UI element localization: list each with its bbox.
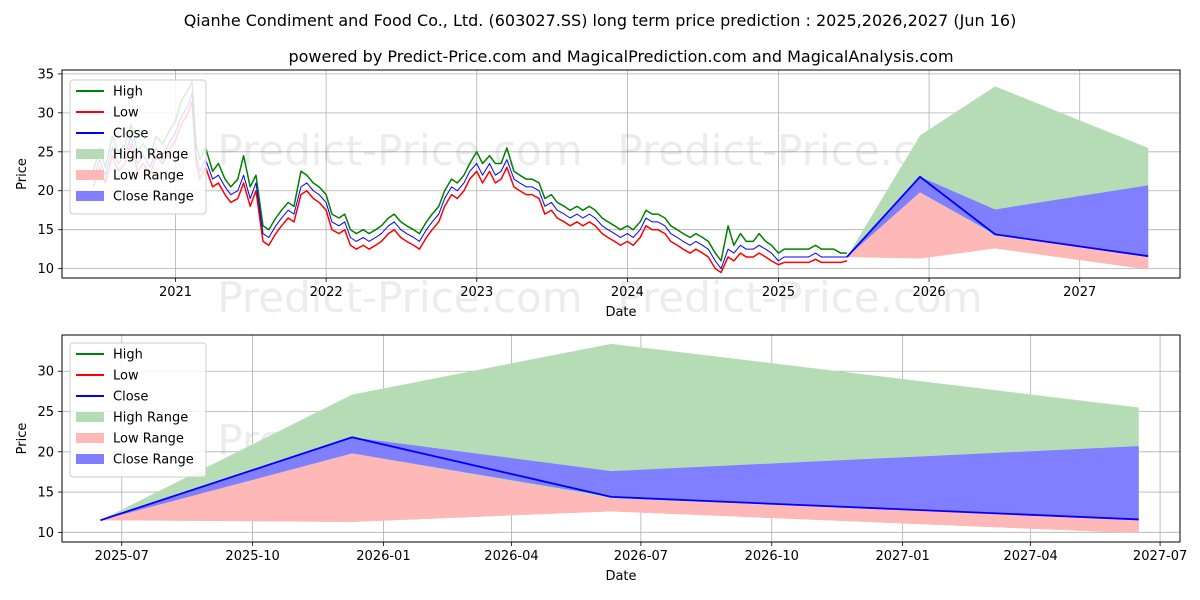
legend-label: Low Range — [113, 169, 184, 184]
y-axis: 10 15 20 25 30 Price — [15, 365, 62, 541]
x-axis: 2021 2022 2023 2024 2025 2026 2027 Date — [159, 278, 1096, 320]
high-series-line — [92, 80, 847, 262]
x-tick-label: 2027-04 — [1003, 549, 1057, 564]
close-series-line — [100, 436, 1139, 522]
watermark-text: Predict-Price.com — [617, 273, 982, 322]
legend-patch-swatch — [76, 454, 104, 464]
x-tick-label: 2025-10 — [225, 549, 279, 564]
chart-subtitle: powered by Predict-Price.com and Magical… — [288, 47, 953, 66]
close-series-line — [846, 175, 1149, 258]
legend-box — [69, 79, 207, 215]
legend-patch-swatch — [76, 433, 104, 443]
x-tick-label: 2027 — [1063, 285, 1096, 300]
x-tick-label: 2026-04 — [484, 549, 538, 564]
x-tick-label: 2021 — [159, 285, 192, 300]
close-range-band — [100, 437, 1139, 521]
legend: High Low Close High Range Low Range Close Ran… — [69, 79, 207, 215]
y-tick-label: 10 — [37, 526, 54, 541]
watermark-text: Predict-Price.com — [217, 126, 582, 175]
close-range-band — [846, 176, 1149, 257]
x-tick-label: 2026-01 — [356, 549, 410, 564]
y-tick-label: 30 — [37, 365, 54, 380]
y-tick-label: 20 — [37, 184, 54, 199]
legend: High Low Close High Range Low Range Close Ran… — [69, 342, 207, 478]
x-tick-label: 2023 — [460, 285, 493, 300]
x-tick-label: 2025 — [762, 285, 795, 300]
legend-label: Low — [113, 369, 139, 384]
chart-title: Qianhe Condiment and Food Co., Ltd. (603… — [184, 11, 1017, 30]
close-series-line-history — [92, 92, 847, 270]
axes-frame — [61, 69, 1181, 279]
top-panel: Predict-Price.com Predict-Price.com Predic… — [15, 67, 1181, 322]
y-tick-label: 25 — [37, 145, 54, 160]
legend-label: Close Range — [113, 190, 194, 205]
legend-patch-swatch — [76, 149, 104, 159]
axes-frame — [61, 334, 1181, 543]
x-tick-label: 2026 — [913, 285, 946, 300]
y-tick-label: 25 — [37, 405, 54, 420]
x-axis: 2025-07 2025-10 2026-01 2026-04 2026-07 2026-… — [95, 542, 1187, 584]
y-tick-label: 35 — [37, 67, 54, 82]
y-axis: 10 15 20 25 30 35 Price — [15, 67, 62, 277]
legend-label: Close — [113, 127, 148, 142]
legend-label: High Range — [113, 148, 188, 163]
x-tick-label: 2027-01 — [875, 549, 929, 564]
watermark-text: Predict-Price.com — [217, 273, 582, 322]
legend-label: High — [113, 348, 143, 363]
y-tick-label: 10 — [37, 262, 54, 277]
legend-label: High — [113, 85, 143, 100]
x-tick-label: 2024 — [611, 285, 644, 300]
low-range-band — [100, 453, 1139, 534]
y-tick-label: 30 — [37, 106, 54, 121]
plot-area — [100, 343, 1139, 534]
y-axis-label: Price — [15, 423, 30, 455]
x-tick-label: 2027-07 — [1133, 549, 1187, 564]
x-axis-label: Date — [605, 569, 636, 584]
legend-label: Close Range — [113, 453, 194, 468]
low-series-line — [92, 100, 848, 274]
legend-box — [69, 342, 207, 478]
x-tick-label: 2026-10 — [745, 549, 799, 564]
y-axis-label: Price — [15, 158, 30, 190]
plot-area — [92, 80, 1149, 274]
legend-patch-swatch — [76, 170, 104, 180]
y-tick-label: 15 — [37, 486, 54, 501]
y-tick-label: 20 — [37, 445, 54, 460]
x-tick-label: 2022 — [310, 285, 343, 300]
x-tick-label: 2026-07 — [614, 549, 668, 564]
legend-label: Close — [113, 390, 148, 405]
x-axis-label: Date — [605, 305, 636, 320]
x-tick-label: 2025-07 — [95, 549, 149, 564]
legend-label: Low Range — [113, 432, 184, 447]
legend-patch-swatch — [76, 412, 104, 422]
legend-label: Low — [113, 106, 139, 121]
legend-label: High Range — [113, 411, 188, 426]
bottom-panel: Predict-Price.comPredict-Price.com2025-0… — [15, 334, 1187, 584]
y-tick-label: 15 — [37, 223, 54, 238]
low-range-band — [846, 192, 1149, 270]
legend-patch-swatch — [76, 191, 104, 201]
